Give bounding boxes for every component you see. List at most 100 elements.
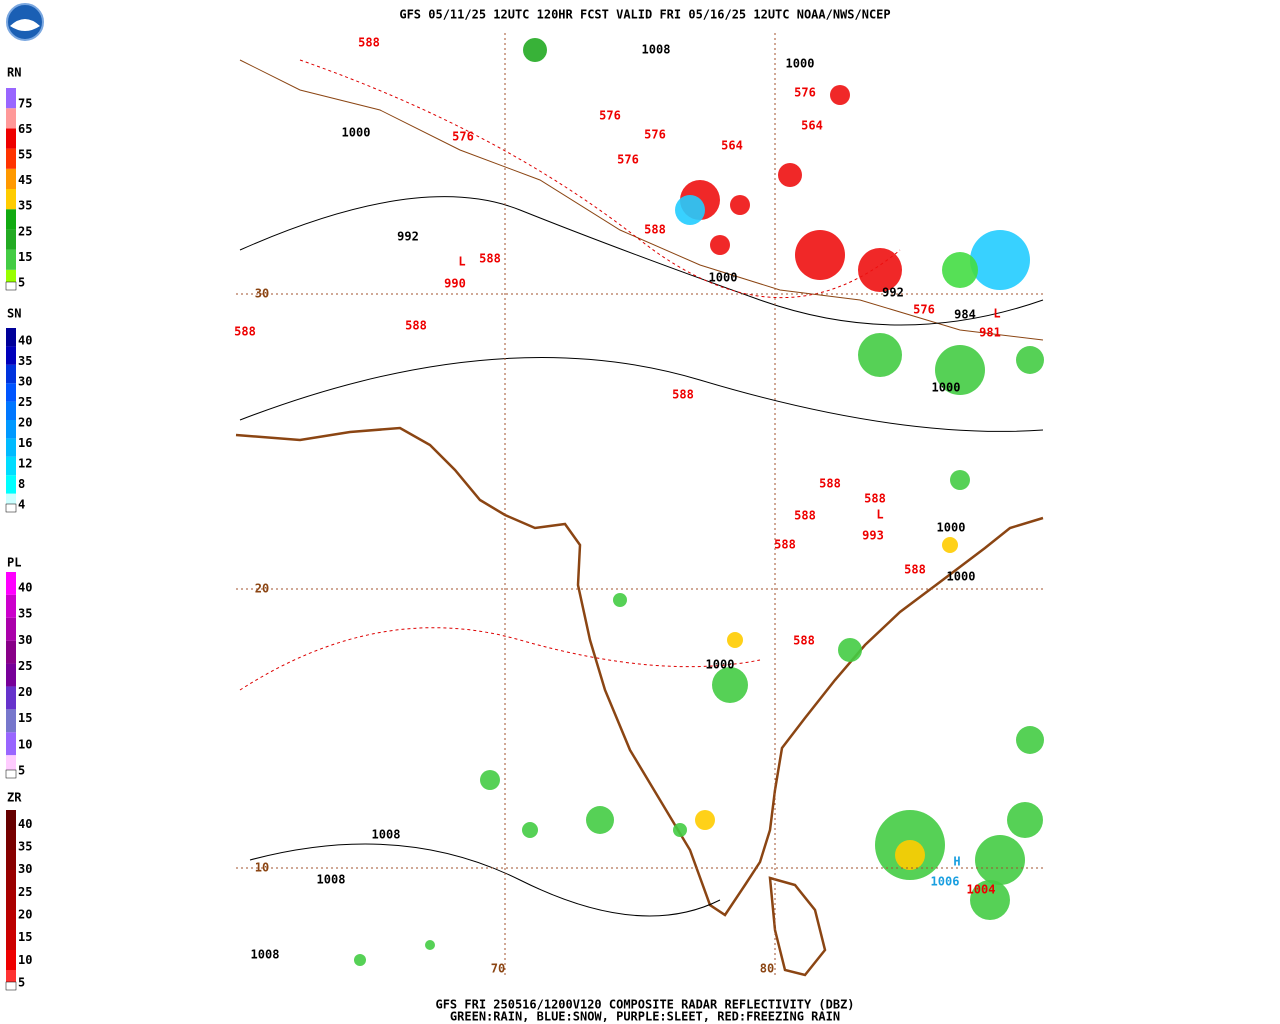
legend-tick-label: 35	[18, 840, 32, 854]
height-contour	[299, 59, 901, 298]
map-label: 1008	[251, 948, 280, 962]
map-label: H	[953, 855, 960, 869]
legend-swatch	[6, 594, 16, 618]
legend-label: SN	[7, 307, 21, 321]
border	[239, 59, 1044, 341]
precip-area	[795, 230, 845, 280]
map-label: 981	[979, 326, 1001, 340]
legend-swatch	[6, 572, 16, 595]
map-label: 1000	[786, 57, 815, 71]
legend-tick-label: 30	[18, 633, 32, 647]
legend-tick-label: 35	[18, 354, 32, 368]
precip-area	[522, 822, 538, 838]
sri-lanka-coast	[768, 876, 827, 977]
legend-swatch	[6, 686, 16, 710]
precip-area	[523, 38, 547, 62]
legend-swatch	[6, 890, 16, 910]
precip-area	[950, 470, 970, 490]
legend-swatch	[6, 732, 16, 756]
legend-tick-label: 30	[18, 375, 32, 389]
map-label: 984	[954, 308, 976, 322]
legend-tick-label: 20	[18, 416, 32, 430]
legend-swatch	[6, 663, 16, 687]
map-label: 576	[913, 303, 935, 317]
legend-swatch	[6, 128, 16, 149]
map-label: 1006	[931, 875, 960, 889]
map-label: 588	[794, 509, 816, 523]
isobar	[239, 196, 1044, 326]
legend-swatch	[6, 364, 16, 384]
legend-swatch	[6, 930, 16, 950]
precip-area	[838, 638, 862, 662]
legend-swatch	[6, 328, 16, 347]
map-label: 588	[405, 319, 427, 333]
legend-swatch	[6, 168, 16, 189]
noaa-logo-bird	[10, 19, 40, 31]
legend-swatch	[6, 108, 16, 129]
map-label: 564	[721, 139, 743, 153]
legend-tick-label: 35	[18, 607, 32, 621]
precip-area	[1007, 802, 1043, 838]
legend-swatch	[6, 189, 16, 210]
map-label: 1000	[937, 521, 966, 535]
footer-line: GFS FRI 250516/1200V120 COMPOSITE RADAR …	[435, 998, 854, 1012]
legend-tick-label: 55	[18, 148, 32, 162]
legend-tick-label: 20	[18, 908, 32, 922]
precip-area	[730, 195, 750, 215]
map-label: 564	[801, 119, 823, 133]
map-label: 990	[444, 277, 466, 291]
legend-tick-label: 20	[18, 685, 32, 699]
legend-tick-label: 40	[18, 334, 32, 348]
legend-swatch	[6, 970, 16, 990]
precip-area	[1016, 726, 1044, 754]
legend-box	[5, 981, 17, 991]
legend-tick-label: 40	[18, 817, 32, 831]
map-label: L	[458, 255, 465, 269]
legend-tick-label: 30	[18, 862, 32, 876]
precip-area	[480, 770, 500, 790]
legend-swatch	[6, 88, 16, 109]
map-label: 576	[644, 128, 666, 142]
legend-tick-label: 25	[18, 659, 32, 673]
legend-swatch	[6, 755, 16, 778]
lat-label: 30	[255, 287, 269, 301]
isobar	[239, 357, 1044, 432]
legend-label: RN	[7, 66, 21, 80]
legend-tick-label: 25	[18, 224, 32, 238]
legend-tick-label: 35	[18, 199, 32, 213]
map-label: 588	[479, 252, 501, 266]
legend-swatch	[6, 640, 16, 664]
legend-box	[5, 503, 17, 513]
legend-label: PL	[7, 556, 21, 570]
legend-tick-label: 5	[18, 764, 25, 778]
legend-tick-label: 4	[18, 498, 25, 512]
precip-area	[970, 880, 1010, 920]
precip-area	[935, 345, 985, 395]
map-label: 588	[864, 492, 886, 506]
legend-swatch	[6, 870, 16, 890]
map-label: L	[876, 508, 883, 522]
precip-area	[830, 85, 850, 105]
legend-swatch	[6, 383, 16, 402]
map-label: 588	[904, 563, 926, 577]
legend-box	[5, 769, 17, 779]
precip-area	[712, 667, 748, 703]
legend-swatch	[6, 229, 16, 250]
legend-tick-label: 40	[18, 581, 32, 595]
map-label: 1008	[317, 873, 346, 887]
legend-tick-label: 65	[18, 122, 32, 136]
precip-area	[613, 593, 627, 607]
map-label: 576	[599, 109, 621, 123]
map-label: 1000	[932, 381, 961, 395]
legend-tick-label: 16	[18, 436, 32, 450]
precip-area	[975, 835, 1025, 885]
precip-area	[858, 333, 902, 377]
precip-area	[970, 230, 1030, 290]
precip-area	[942, 252, 978, 288]
legend-tick-label: 10	[18, 953, 32, 967]
precip-area	[895, 840, 925, 870]
map-label: 1004	[967, 883, 996, 897]
map-label: 588	[793, 634, 815, 648]
